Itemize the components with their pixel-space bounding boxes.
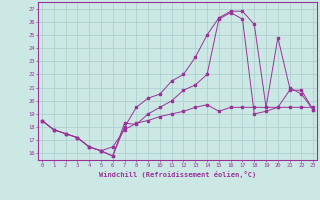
X-axis label: Windchill (Refroidissement éolien,°C): Windchill (Refroidissement éolien,°C) [99, 171, 256, 178]
